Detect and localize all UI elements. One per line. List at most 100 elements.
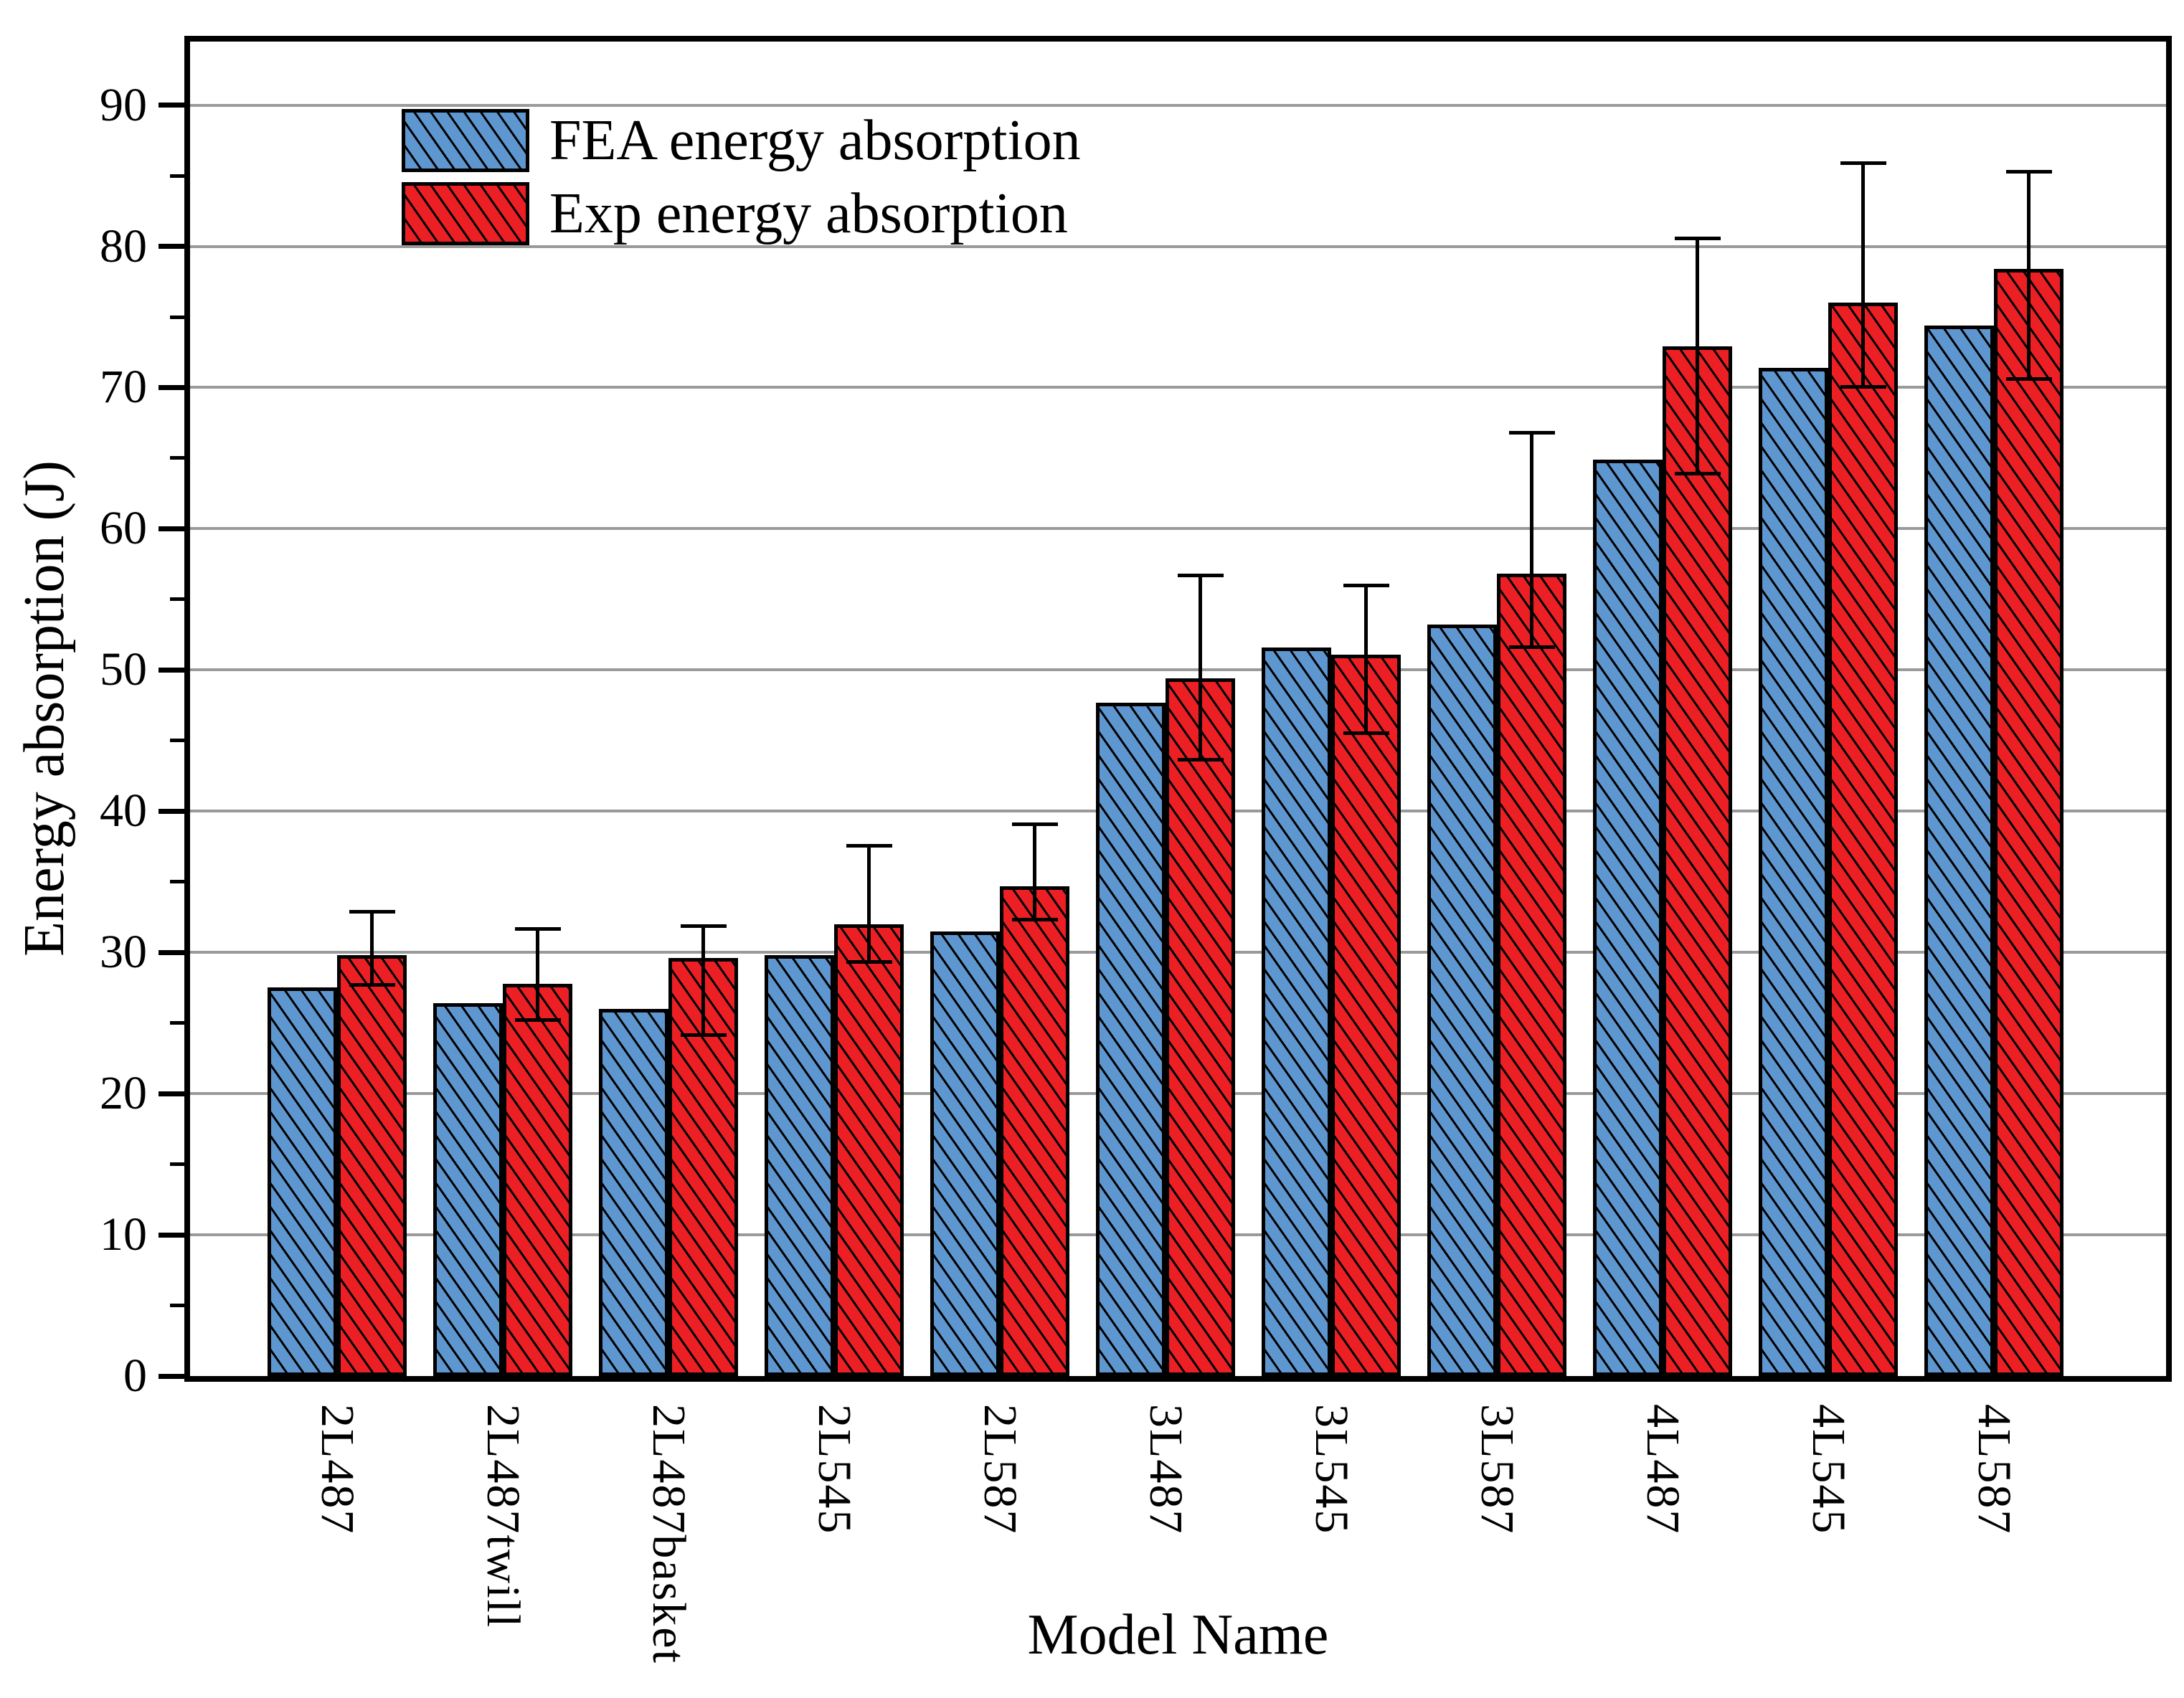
bar-exp-2L487basket — [668, 958, 738, 1376]
y-minor-tick-65 — [170, 456, 184, 460]
bar-exp-3L545 — [1331, 655, 1401, 1376]
y-major-tick-70 — [159, 384, 184, 390]
bar-exp-4L587 — [1994, 269, 2064, 1376]
x-tick-label-2L487basket: 2L487basket — [643, 1404, 695, 1664]
x-tick-label-4L545: 4L545 — [1802, 1404, 1855, 1535]
bar-fea-2L487basket — [599, 1009, 668, 1376]
error-bar-2L487 — [370, 911, 374, 985]
bar-exp-2L487 — [337, 955, 407, 1376]
y-major-tick-40 — [159, 808, 184, 814]
y-tick-label-50: 50 — [100, 643, 147, 696]
error-bar-2L487twill — [536, 928, 539, 1020]
error-bar-4L545 — [1861, 163, 1865, 388]
bar-fea-2L545 — [765, 955, 834, 1376]
error-bar-3L587 — [1530, 432, 1533, 648]
error-cap-top-4L587 — [2005, 170, 2052, 174]
gridline-80 — [190, 245, 2166, 248]
error-bar-4L487 — [1696, 237, 1699, 474]
y-tick-label-60: 60 — [100, 502, 147, 555]
error-bar-4L587 — [2027, 171, 2031, 379]
legend-item-fea: FEA energy absorption — [402, 109, 1081, 172]
x-tick-label-2L487twill: 2L487twill — [477, 1404, 529, 1629]
error-cap-bottom-4L487 — [1674, 471, 1721, 475]
y-major-tick-10 — [159, 1232, 184, 1238]
y-major-tick-90 — [159, 103, 184, 108]
y-major-tick-20 — [159, 1091, 184, 1096]
bar-exp-2L545 — [834, 924, 904, 1376]
y-major-tick-0 — [159, 1373, 184, 1379]
bar-fea-3L545 — [1262, 648, 1331, 1376]
error-bar-3L545 — [1364, 585, 1368, 734]
legend-item-exp: Exp energy absorption — [402, 182, 1081, 245]
error-bar-3L487 — [1199, 575, 1202, 761]
bar-fea-2L587 — [930, 931, 1000, 1376]
error-cap-top-4L487 — [1674, 236, 1721, 240]
y-tick-label-90: 90 — [100, 78, 147, 131]
error-cap-bottom-2L487 — [349, 982, 395, 987]
error-cap-bottom-3L545 — [1343, 731, 1389, 735]
error-cap-bottom-2L545 — [846, 959, 892, 964]
legend-swatch-fea — [402, 109, 529, 172]
bar-fea-4L587 — [1924, 326, 1994, 1376]
bar-exp-2L487twill — [503, 984, 572, 1376]
x-tick-label-2L587: 2L587 — [974, 1404, 1026, 1535]
error-cap-top-2L487basket — [680, 924, 727, 928]
y-tick-label-40: 40 — [100, 784, 147, 838]
bar-fea-3L587 — [1427, 625, 1497, 1376]
bar-exp-2L587 — [1000, 886, 1069, 1376]
bar-exp-3L587 — [1497, 574, 1566, 1376]
y-minor-tick-75 — [170, 315, 184, 319]
bar-fea-3L487 — [1096, 703, 1166, 1376]
plot-canvas — [190, 42, 2166, 1376]
x-tick-label-3L545: 3L545 — [1305, 1404, 1358, 1535]
y-tick-label-30: 30 — [100, 926, 147, 979]
y-major-tick-80 — [159, 244, 184, 250]
error-cap-top-2L487twill — [514, 926, 561, 931]
gridline-70 — [190, 386, 2166, 389]
y-tick-label-20: 20 — [100, 1067, 147, 1120]
bar-fea-2L487twill — [433, 1003, 503, 1376]
y-minor-tick-85 — [170, 174, 184, 178]
y-axis-title: Energy absorption (J) — [13, 460, 76, 957]
y-major-tick-50 — [159, 667, 184, 673]
y-minor-tick-15 — [170, 1162, 184, 1167]
legend-label-fea: FEA energy absorption — [549, 109, 1081, 172]
error-cap-bottom-4L587 — [2005, 376, 2052, 381]
error-cap-top-2L545 — [846, 843, 892, 848]
y-minor-tick-5 — [170, 1304, 184, 1308]
error-cap-bottom-2L487basket — [680, 1033, 727, 1038]
y-minor-tick-35 — [170, 880, 184, 884]
bar-fea-2L487 — [268, 987, 337, 1376]
bar-exp-4L545 — [1828, 303, 1898, 1376]
error-cap-bottom-4L545 — [1840, 385, 1886, 389]
error-cap-bottom-3L587 — [1508, 645, 1555, 649]
error-bar-2L587 — [1033, 823, 1036, 920]
x-tick-label-4L487: 4L487 — [1637, 1404, 1689, 1535]
y-major-tick-60 — [159, 526, 184, 531]
error-cap-top-4L545 — [1840, 161, 1886, 166]
x-tick-label-3L487: 3L487 — [1140, 1404, 1192, 1535]
error-cap-top-2L587 — [1011, 822, 1058, 826]
y-minor-tick-25 — [170, 1021, 184, 1025]
legend-swatch-exp — [402, 182, 529, 245]
legend-label-exp: Exp energy absorption — [549, 182, 1068, 245]
gridline-90 — [190, 103, 2166, 107]
x-tick-label-2L545: 2L545 — [808, 1404, 861, 1535]
error-bar-2L487basket — [701, 925, 705, 1036]
error-cap-top-3L587 — [1508, 431, 1555, 435]
x-tick-label-2L487: 2L487 — [311, 1404, 364, 1535]
y-minor-tick-45 — [170, 739, 184, 743]
plot-area — [184, 36, 2172, 1382]
x-tick-label-4L587: 4L587 — [1968, 1404, 2020, 1535]
error-cap-top-3L545 — [1343, 584, 1389, 588]
error-cap-bottom-2L587 — [1011, 917, 1058, 921]
bar-fea-4L487 — [1593, 460, 1663, 1376]
error-cap-top-2L487 — [349, 910, 395, 914]
y-tick-label-70: 70 — [100, 361, 147, 414]
x-axis-title: Model Name — [1027, 1603, 1329, 1666]
bar-exp-4L487 — [1663, 346, 1732, 1376]
y-tick-label-10: 10 — [100, 1208, 147, 1261]
error-bar-2L545 — [867, 845, 871, 962]
gridline-60 — [190, 527, 2166, 531]
error-cap-bottom-2L487twill — [514, 1018, 561, 1022]
